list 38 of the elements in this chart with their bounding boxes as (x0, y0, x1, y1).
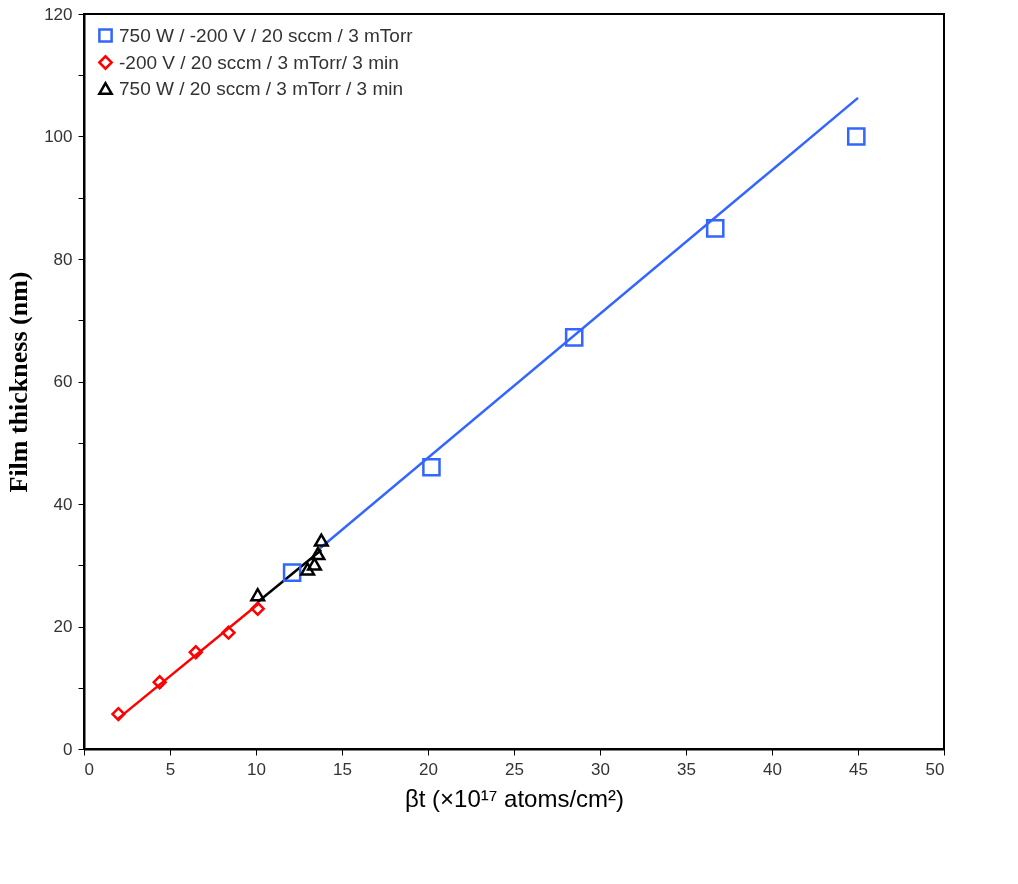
x-tick-label: 25 (505, 759, 524, 779)
x-tick-label: 10 (247, 759, 266, 779)
x-tick-label: 15 (333, 759, 352, 779)
y-tick-label: 100 (44, 127, 73, 146)
point (313, 533, 329, 547)
y-tick-label: 120 (44, 4, 73, 24)
x-tick-label: 20 (419, 759, 438, 779)
y-tick-label: 80 (53, 249, 73, 269)
point (221, 625, 236, 640)
x-tick-label: 45 (849, 759, 868, 779)
point (250, 587, 266, 602)
point (564, 328, 584, 347)
x-tick-label: 5 (165, 759, 176, 779)
x-tick-label: 40 (763, 759, 782, 779)
point (111, 706, 126, 722)
y-tick-label: 0 (63, 739, 73, 759)
legend-label: 750 W / 20 sccm / 3 mTorr / 3 min (119, 77, 404, 99)
point (152, 675, 167, 690)
y-tick-label: 20 (53, 617, 73, 636)
point (306, 557, 323, 571)
x-tick-label: 35 (677, 759, 696, 779)
point (705, 219, 725, 238)
point (188, 645, 203, 660)
legend-label: 750 W / -200 V / 20 sccm / 3 mTorr (119, 24, 414, 46)
point (300, 562, 316, 576)
point (846, 127, 866, 146)
point (422, 457, 441, 477)
y-tick-label: 40 (53, 494, 73, 514)
x-axis-title: βt (×10¹⁷ atoms/cm²) (404, 784, 625, 812)
x-tick-label: 0 (84, 759, 94, 779)
point (310, 546, 326, 561)
y-axis-title: Film thickness (nm) (4, 271, 34, 493)
x-tick-label: 50 (925, 759, 945, 779)
y-tick-label: 60 (53, 372, 73, 391)
x-tick-label: 30 (591, 759, 610, 779)
point (250, 601, 265, 616)
point (282, 563, 302, 582)
legend-label: -200 V / 20 sccm / 3 mTorr/ 3 min (119, 51, 399, 73)
